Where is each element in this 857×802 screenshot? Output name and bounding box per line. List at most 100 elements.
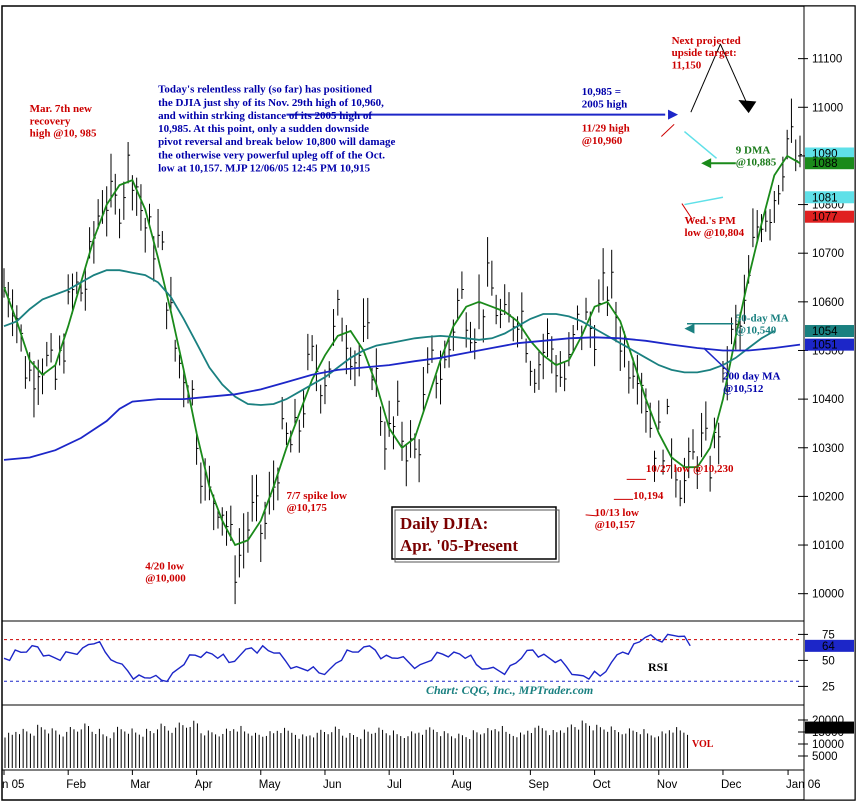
x-tick-label: Jan 06	[786, 779, 821, 791]
annotation-text: Next projected	[672, 35, 741, 47]
annotation-text: recovery	[30, 115, 71, 127]
annotation-text: @10,157	[595, 519, 636, 531]
arrow-2005-high-head	[668, 109, 679, 120]
price-panel: 1110011000109001080010700106001050010400…	[3, 35, 854, 605]
volume-value-tag: 1684	[805, 721, 854, 735]
annotation-text: @10,512	[723, 383, 764, 395]
rsi-line	[3, 633, 691, 683]
annotation-text: pivot reversal and break below 10,800 wi…	[158, 136, 395, 148]
trendline-lower	[684, 196, 724, 206]
price-y-tick-label: 10000	[812, 589, 844, 601]
annotation-text: @10,540	[736, 324, 777, 336]
rsi-panel: 75 50 25 RSI Chart: CQG, Inc., MPTrader.co…	[3, 629, 854, 697]
projection-arrow-head	[738, 99, 757, 114]
annotation-text: low at 10,157. MJP 12/06/05 12:45 PM 10,…	[158, 162, 371, 174]
rsi-value-tag: 64	[805, 639, 854, 653]
price-y-tick-label: 10700	[812, 248, 844, 260]
annotation-text: Wed.'s PM	[684, 215, 736, 227]
annotation-text: 50-day MA	[736, 312, 789, 324]
annotation-text: low @10,804	[684, 227, 744, 239]
price-y-tick-label: 10600	[812, 297, 844, 309]
rsi-reference-lines	[4, 639, 800, 682]
annotation-text: 200 day MA	[723, 371, 781, 383]
price-tag-box	[805, 338, 854, 351]
x-tick-label: May	[259, 779, 281, 791]
annotation-text: 9 DMA	[736, 144, 771, 156]
annotation-text: @10,175	[286, 502, 327, 514]
projection-line-up	[690, 43, 721, 113]
rsi-y-axis: 75 50 25	[798, 629, 835, 693]
annotation-text: @10,885	[736, 157, 777, 169]
vol-y-tick-label: 5000	[812, 751, 838, 763]
price-tag-box	[805, 325, 854, 338]
x-tick-label: Dec	[721, 779, 742, 791]
x-tick-label: Apr	[195, 779, 213, 791]
leader-oct13-low	[585, 514, 598, 517]
annotation-text: 7/7 spike low	[286, 490, 347, 502]
x-axis: n 05 Feb Mar Apr May Jun Jul Aug Sep Oct Nov Dec Jan…	[2, 770, 821, 791]
rsi-y-tick-label: 75	[822, 629, 835, 641]
rsi-y-tick-label: 50	[822, 655, 835, 667]
annotation-text: @10,000	[145, 573, 186, 585]
chart-subtitle: Apr. '05-Present	[400, 536, 518, 555]
annotation-text: 10/27 low @10,230	[646, 463, 734, 475]
annotation-text: 10,985 =	[582, 86, 621, 98]
vol-label: VOL	[692, 739, 714, 750]
x-tick-label: n 05	[2, 779, 24, 791]
volume-panel: 2000015000100005000 VOL 1684	[4, 715, 854, 768]
vol-tag-box	[805, 721, 854, 734]
price-tag-box	[805, 191, 854, 204]
price-y-tick-label: 11100	[812, 54, 842, 66]
arrow-9dma-head	[701, 158, 712, 169]
price-tag-box	[805, 147, 854, 160]
chart-title: Daily DJIA:	[400, 514, 488, 533]
price-tag-label: 1088	[812, 158, 838, 170]
annotation-text: 10/13 low	[595, 507, 639, 519]
series-line-200-day-ma	[3, 336, 801, 461]
price-y-tick-label: 10100	[812, 540, 844, 552]
annotation-text: 11,150	[672, 59, 702, 71]
annotation-text: 10,985. At this point, only a sudden dow…	[158, 123, 369, 135]
price-tag-label: 1054	[812, 326, 838, 338]
annotation-text: upside target:	[672, 47, 737, 59]
x-tick-label: Sep	[528, 779, 548, 791]
rsi-label: RSI	[648, 660, 668, 674]
price-y-tick-label: 10400	[812, 394, 844, 406]
x-tick-label: Oct	[593, 779, 612, 791]
annotation-text: 10,194	[633, 490, 664, 502]
price-y-tick-label: 10200	[812, 491, 844, 503]
annotation-text: Mar. 7th new	[30, 103, 92, 115]
price-series	[3, 154, 801, 547]
annotation-text: 4/20 low	[145, 560, 184, 572]
volume-bars	[4, 720, 689, 768]
rsi-y-tick-label: 25	[822, 681, 835, 693]
price-tag-box	[805, 210, 854, 223]
price-tag-label: 1081	[812, 192, 838, 204]
rsi-tag-label: 64	[822, 641, 835, 653]
title-box: Daily DJIA: Apr. '05-Present	[391, 506, 560, 563]
annotation-text: the DJIA just shy of its Nov. 29th high …	[158, 97, 384, 109]
x-tick-label: Mar	[130, 779, 150, 791]
arrow-200dma	[703, 347, 730, 373]
x-tick-label: Jun	[323, 779, 342, 791]
vol-tag-label: 1684	[812, 723, 838, 735]
projection-line-down	[719, 43, 750, 108]
price-tag-label: 1077	[812, 212, 838, 224]
series-line-9-dma	[3, 154, 801, 547]
price-y-tick-label: 11000	[812, 102, 843, 114]
vol-y-tick-label: 10000	[812, 739, 844, 751]
arrow-50dma-head	[684, 323, 695, 334]
annotation-text: @10,960	[582, 135, 623, 147]
x-tick-label: Nov	[657, 779, 678, 791]
annotation-text: 2005 high	[582, 98, 628, 110]
price-tag-label: 1051	[812, 340, 838, 352]
x-tick-label: Jul	[387, 779, 402, 791]
annotation-text: Today's relentless rally (so far) has po…	[158, 84, 372, 96]
series-line-50-day-ma	[3, 269, 775, 406]
trendline-upper	[683, 131, 718, 159]
leader-wed-low	[681, 203, 693, 220]
